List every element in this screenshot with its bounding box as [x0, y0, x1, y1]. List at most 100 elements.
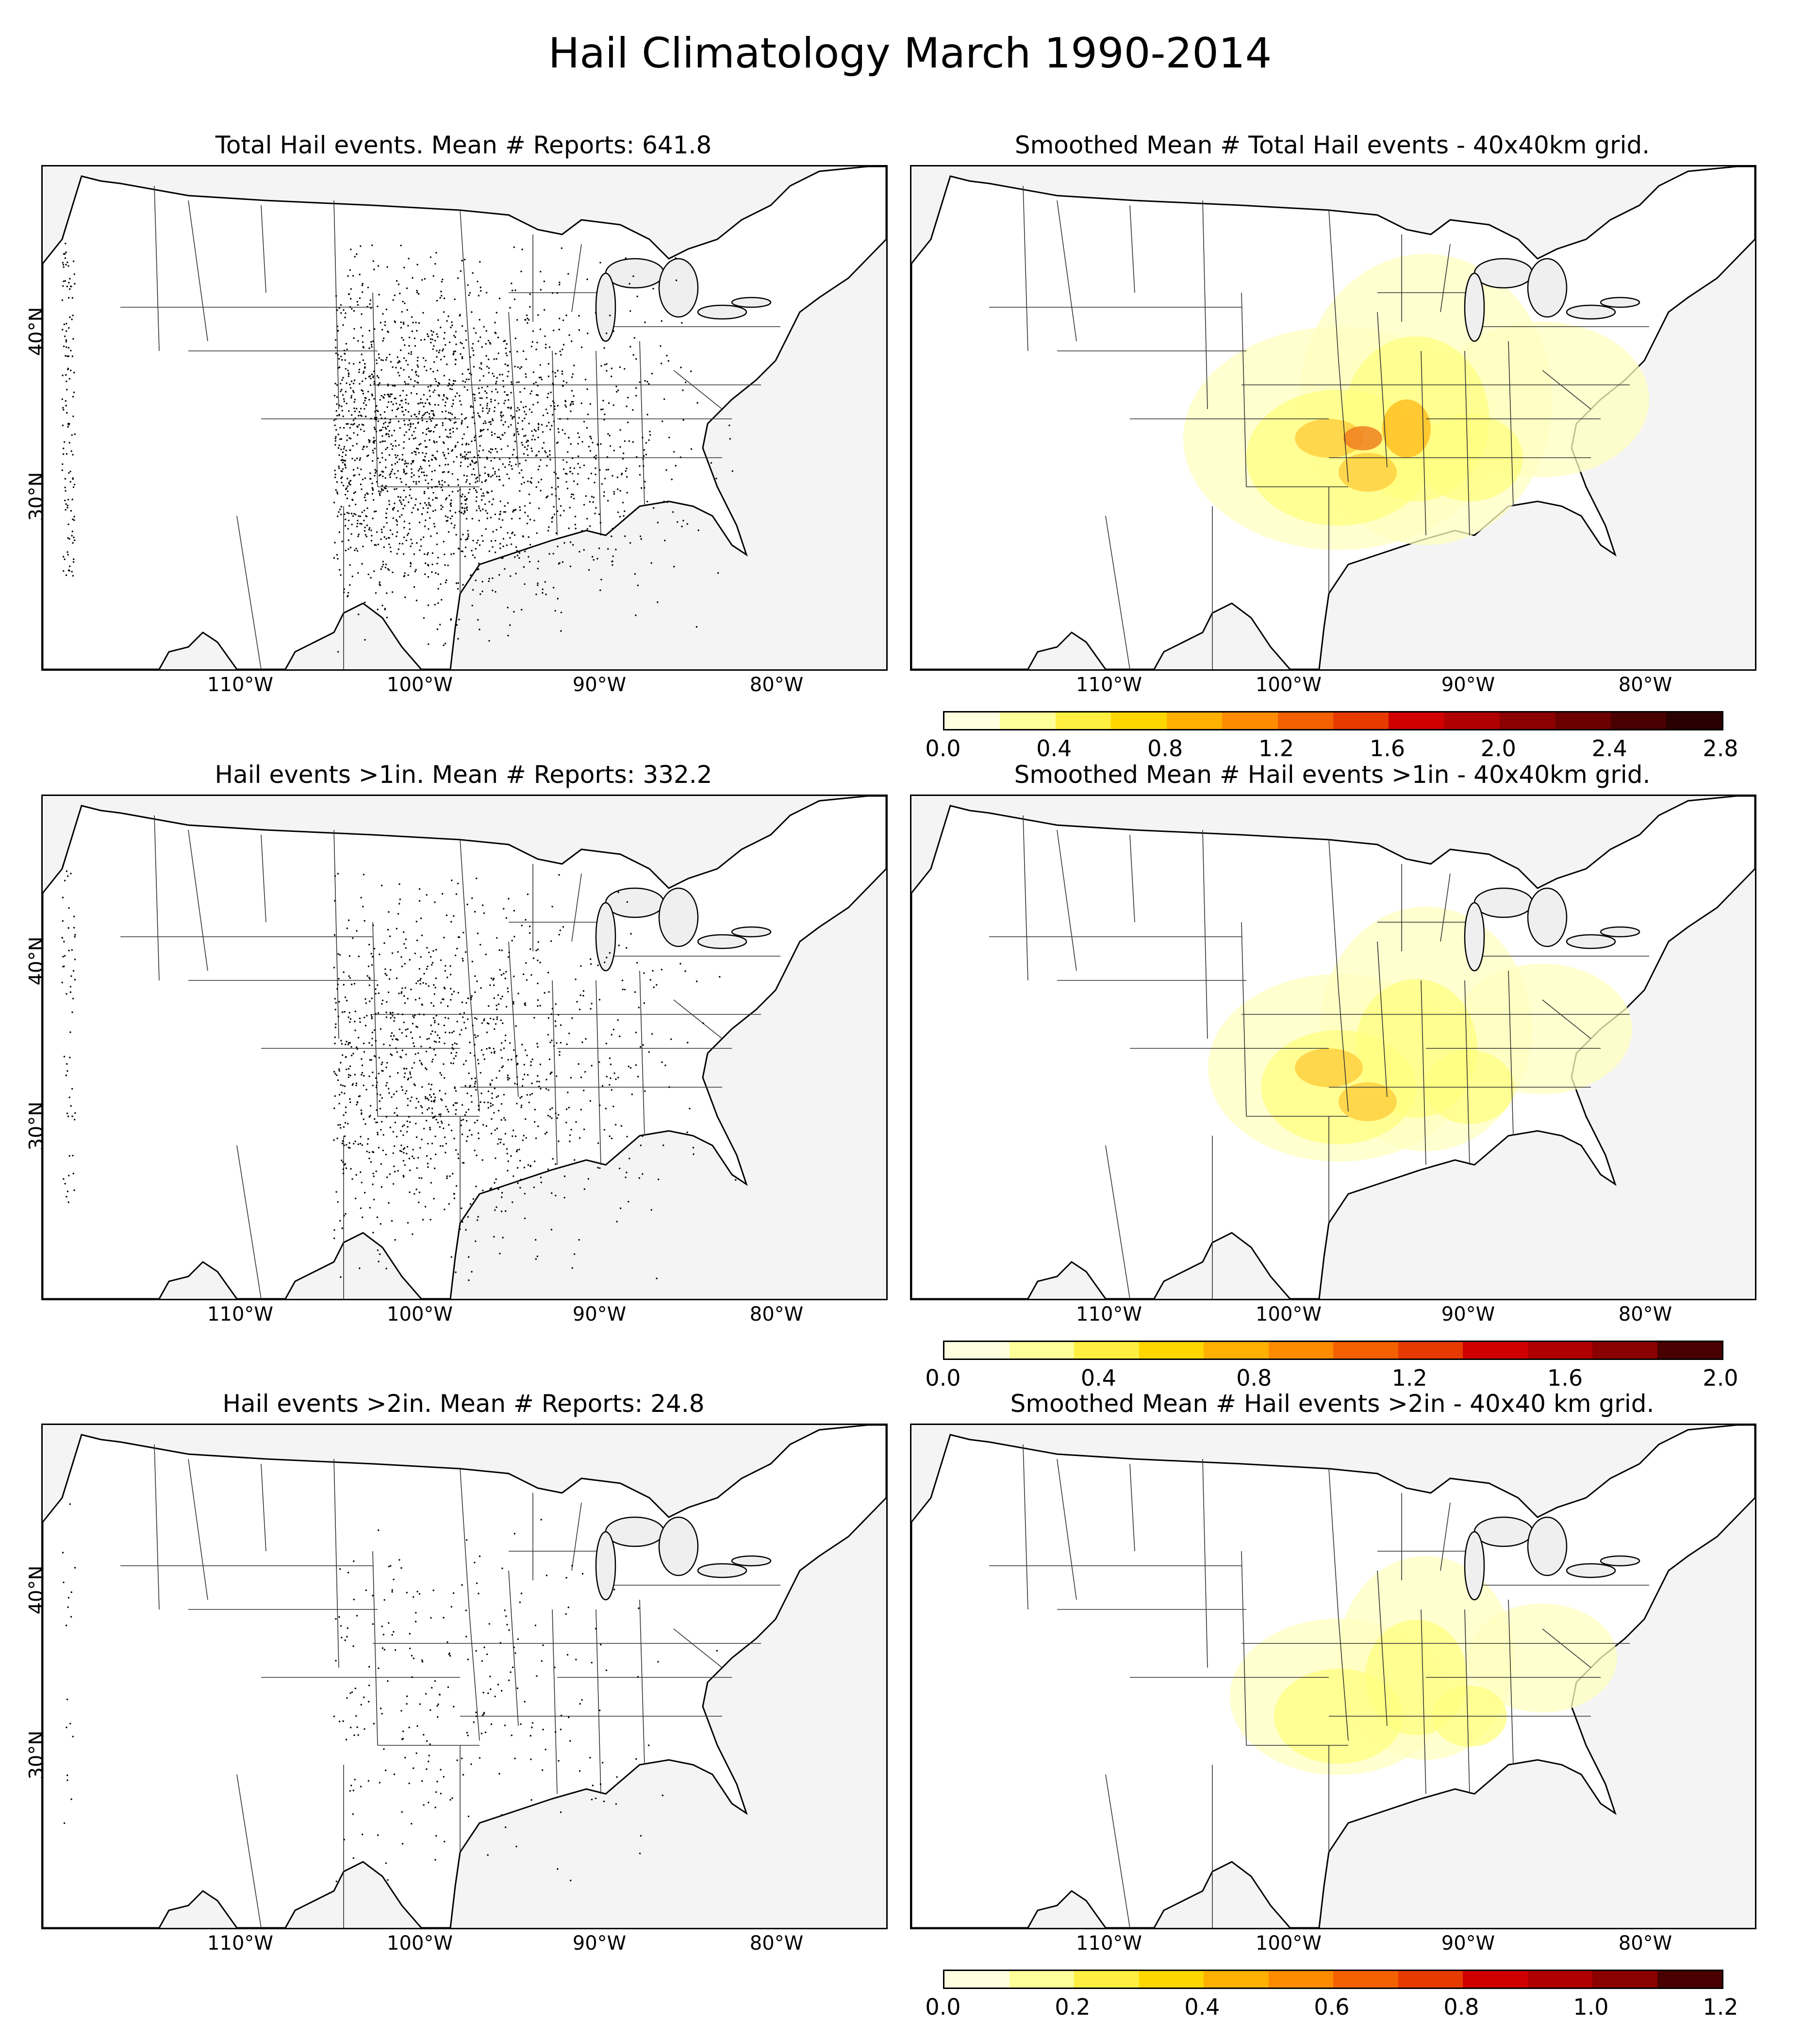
hail-report-dot — [638, 1177, 641, 1179]
hail-report-dot — [477, 619, 479, 621]
state-border — [673, 999, 723, 1039]
hail-report-dot — [457, 1153, 459, 1155]
hail-report-dot — [341, 481, 343, 483]
hail-report-dot — [440, 1002, 442, 1004]
hail-report-dot — [381, 1647, 384, 1649]
hail-report-dot — [600, 443, 602, 445]
hail-report-dot — [426, 420, 428, 423]
hail-report-dot — [653, 986, 655, 988]
hail-report-dot — [416, 264, 418, 265]
hail-report-dot — [477, 1035, 479, 1037]
hail-report-dot — [345, 343, 347, 345]
hail-report-dot — [555, 1003, 557, 1005]
hail-report-dot — [406, 1131, 408, 1133]
longitude-label: 80°W — [749, 674, 804, 696]
hail-report-dot — [531, 1722, 534, 1724]
hail-report-dot — [542, 588, 544, 590]
colorbar-swatch — [1000, 712, 1056, 729]
hail-report-dot — [432, 348, 434, 350]
hail-report-dot — [500, 416, 503, 418]
hail-report-dot — [717, 572, 719, 574]
hail-report-dot — [402, 1160, 405, 1162]
hail-report-dot — [396, 977, 398, 979]
hail-report-dot — [397, 362, 399, 364]
hail-report-dot — [480, 944, 481, 946]
hail-report-dot — [430, 368, 431, 370]
hail-report-dot — [453, 461, 455, 463]
colorbar-swatch — [944, 1971, 1009, 1988]
hail-report-dot — [425, 1693, 427, 1695]
hail-report-dot — [340, 1625, 342, 1627]
hail-report-dot — [414, 999, 417, 1001]
hail-report-dot — [446, 397, 447, 399]
hail-report-dot — [440, 508, 442, 510]
hail-report-dot — [562, 385, 564, 387]
hail-report-dot — [548, 1058, 551, 1060]
hail-report-dot — [70, 450, 72, 452]
hail-report-dot — [377, 1133, 379, 1136]
hail-report-dot — [624, 440, 626, 442]
hail-report-dot — [349, 1021, 351, 1023]
hail-report-dot — [392, 517, 394, 519]
hail-report-dot — [408, 376, 410, 378]
hail-report-dot — [521, 483, 523, 485]
hail-report-dot — [584, 1071, 586, 1073]
hail-report-dot — [339, 1220, 341, 1222]
hail-report-dot — [450, 1129, 453, 1131]
hail-report-dot — [681, 526, 683, 528]
hail-report-dot — [336, 384, 338, 386]
hail-report-dot — [360, 483, 362, 485]
hail-report-dot — [371, 460, 374, 462]
hail-report-dot — [468, 443, 470, 445]
hail-report-dot — [640, 1835, 642, 1837]
state-border — [1023, 185, 1028, 351]
hail-report-dot — [429, 1094, 431, 1096]
hail-report-dot — [347, 1123, 349, 1125]
hail-report-dot — [599, 1709, 601, 1711]
hail-report-dot — [406, 309, 408, 311]
hail-report-dot — [397, 510, 399, 512]
hail-report-dot — [435, 948, 437, 951]
hail-report-dot — [558, 1760, 560, 1762]
hail-report-dot — [575, 1121, 577, 1123]
hail-report-dot — [373, 427, 376, 429]
hail-report-dot — [510, 406, 512, 409]
hail-report-dot — [430, 1182, 432, 1184]
state-border — [1129, 205, 1135, 293]
hail-report-dot — [521, 249, 523, 250]
hail-report-dot — [625, 470, 627, 472]
hail-report-dot — [362, 372, 364, 374]
hail-report-dot — [350, 288, 352, 290]
hail-report-dot — [649, 431, 651, 432]
hail-report-dot — [437, 336, 439, 338]
hail-report-dot — [618, 944, 620, 946]
hail-report-dot — [462, 1162, 464, 1164]
hail-report-dot — [337, 330, 339, 332]
hail-report-dot — [62, 264, 65, 266]
hail-report-dot — [474, 991, 476, 993]
hail-report-dot — [415, 1612, 417, 1614]
hail-report-dot — [333, 1237, 335, 1240]
hail-report-dot — [639, 381, 641, 383]
hail-report-dot — [481, 499, 483, 501]
hail-report-dot — [73, 1119, 76, 1121]
hail-report-dot — [462, 380, 464, 382]
hail-report-dot — [399, 427, 401, 429]
hail-report-dot — [403, 414, 405, 416]
hail-report-dot — [605, 1043, 608, 1044]
hail-report-dot — [364, 1728, 365, 1730]
hail-report-dot — [417, 418, 419, 420]
hail-report-dot — [355, 503, 357, 506]
hail-report-dot — [333, 395, 336, 397]
hail-report-dot — [337, 1079, 339, 1081]
hail-report-dot — [477, 1059, 479, 1061]
hail-report-dot — [371, 956, 374, 958]
hail-report-dot — [381, 1713, 383, 1715]
hail-report-dot — [465, 1140, 468, 1142]
hail-report-dot — [405, 1053, 407, 1056]
hail-report-dot — [450, 326, 452, 329]
hail-report-dot — [452, 403, 454, 405]
hail-report-dot — [335, 1880, 337, 1882]
hail-report-dot — [490, 1723, 493, 1725]
hail-report-dot — [368, 347, 370, 349]
